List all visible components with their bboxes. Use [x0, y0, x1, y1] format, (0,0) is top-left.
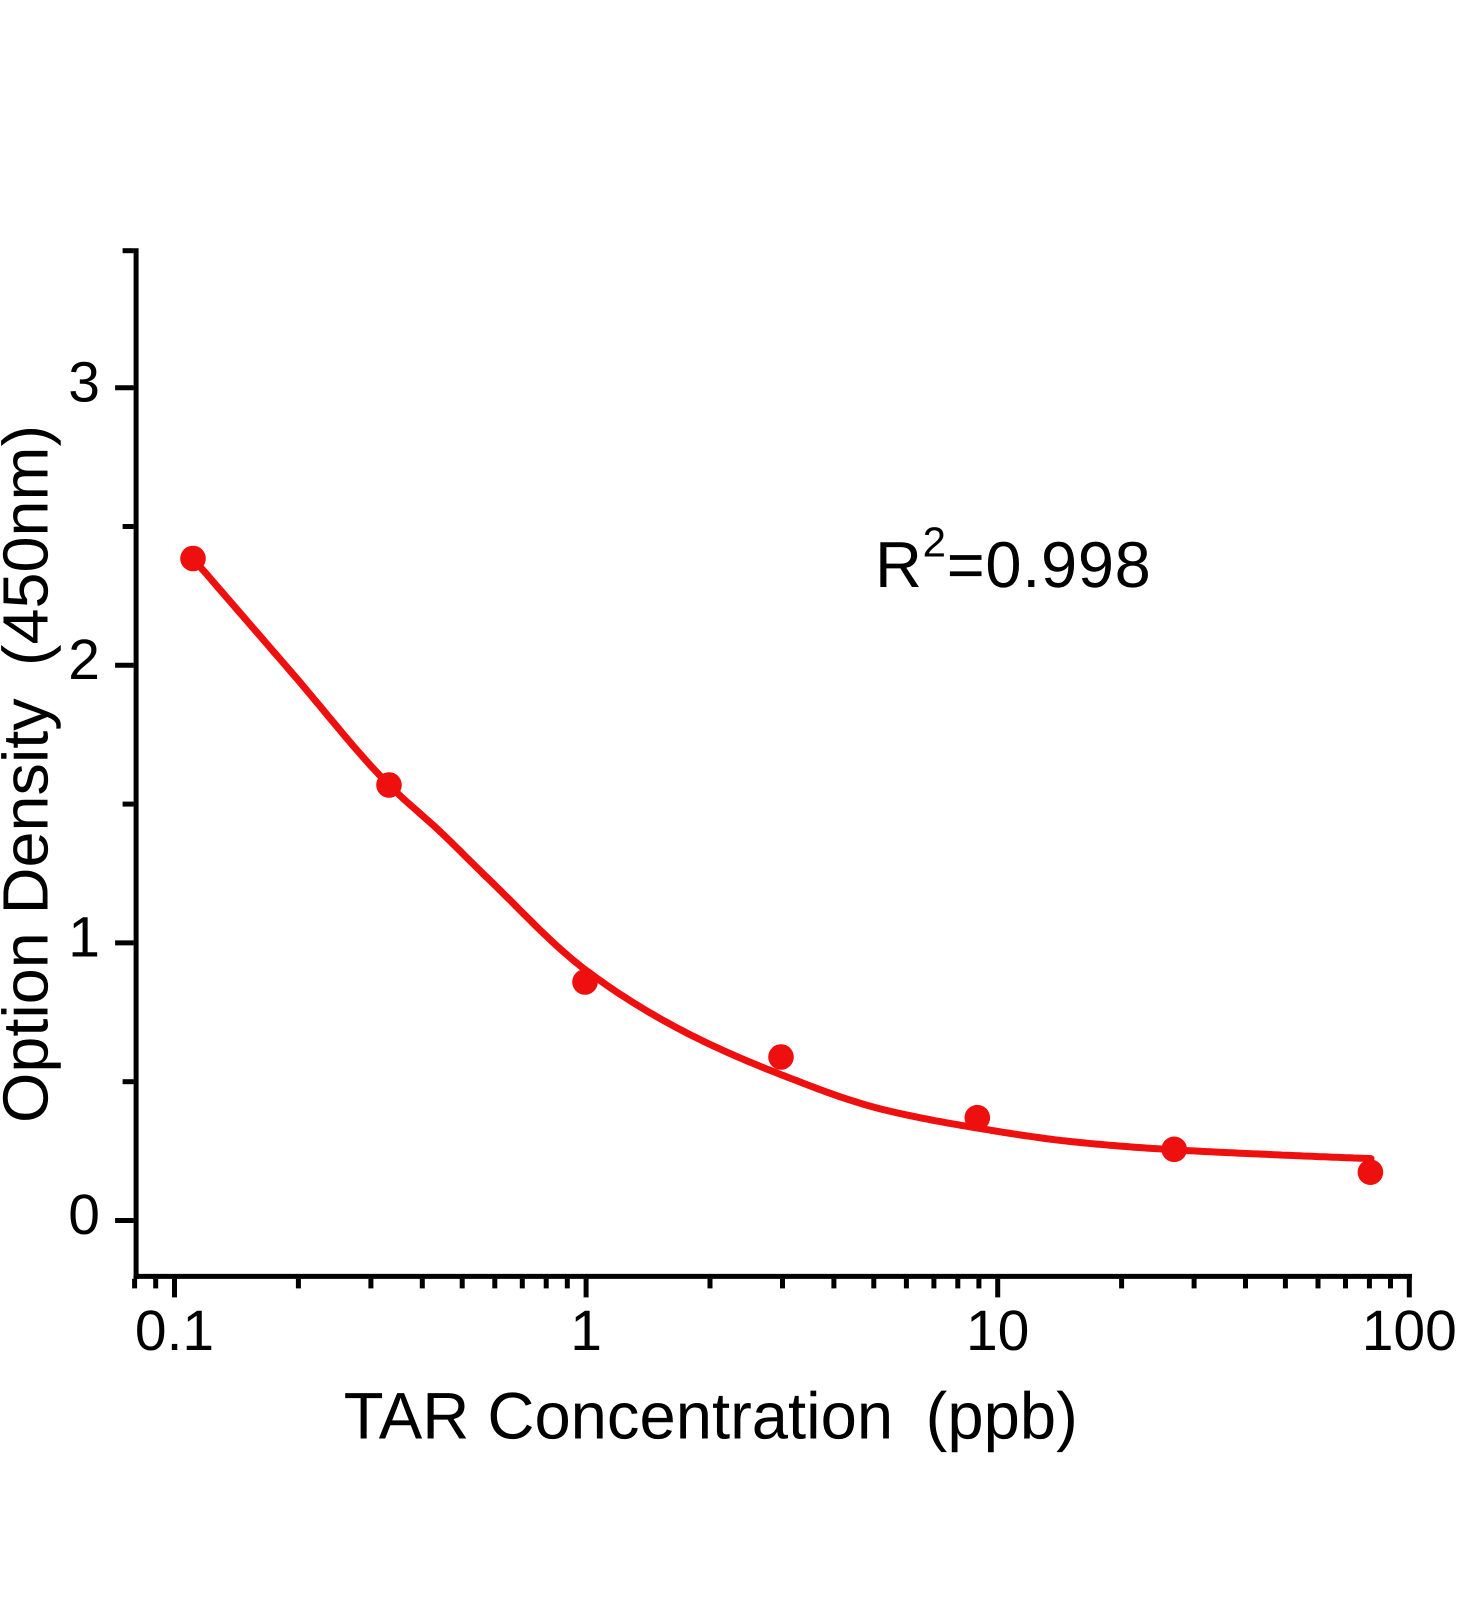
svg-text:Option Density (450nm): Option Density (450nm): [0, 425, 62, 1123]
svg-text:1: 1: [68, 906, 100, 970]
svg-text:TAR Concentration (ppb): TAR Concentration (ppb): [344, 1379, 1078, 1453]
svg-text:3: 3: [68, 350, 100, 414]
svg-text:0.1: 0.1: [135, 1299, 214, 1363]
svg-text:1: 1: [570, 1299, 602, 1363]
svg-text:0: 0: [68, 1183, 100, 1247]
svg-text:10: 10: [966, 1299, 1029, 1363]
svg-text:100: 100: [1362, 1299, 1457, 1363]
svg-text:R2=0.998: R2=0.998: [875, 519, 1152, 602]
svg-text:2: 2: [68, 628, 100, 692]
